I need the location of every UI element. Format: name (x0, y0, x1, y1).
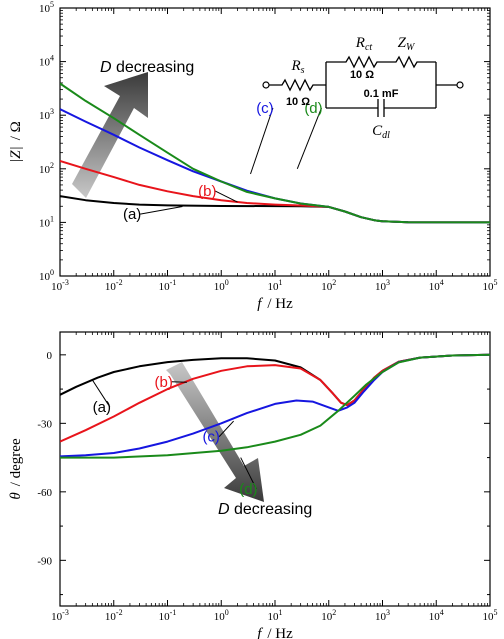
series-label-a: (a) (93, 399, 111, 416)
value-rct: 10 Ω (350, 69, 374, 81)
series-label-d: (d) (239, 481, 257, 498)
value-rs: 10 Ω (286, 96, 310, 108)
x-tick-label: 105 (483, 278, 498, 293)
plot-frame (59, 7, 491, 277)
plot-frame (59, 331, 491, 607)
value-cdl: 0.1 mF (364, 88, 399, 100)
series-label-d: (d) (304, 100, 322, 117)
x-tick-label: 100 (214, 278, 229, 293)
series-leader-b (215, 190, 238, 203)
series-leader-d (240, 457, 257, 490)
x-tick-label: 102 (321, 278, 336, 293)
y-tick-label: 101 (39, 214, 54, 229)
series-label-b: (b) (198, 183, 216, 200)
y-axis-label: θ/ degree (8, 438, 24, 500)
equivalent-circuit: Rs 10 Ω Rct 10 Ω ZW 0.1 mF Cdl (262, 35, 464, 141)
series-label-a: (a) (123, 206, 141, 223)
x-tick-label: 104 (429, 608, 444, 623)
series-line-d (60, 353, 490, 459)
x-tick-label: 10-1 (159, 608, 177, 623)
terminal-left (262, 81, 270, 89)
y-tick-label: -30 (37, 418, 52, 430)
series-leader-c (250, 107, 274, 175)
x-tick-label: 100 (214, 608, 229, 623)
series-label-c: (c) (256, 100, 274, 117)
y-tick-label: 0 (47, 350, 53, 362)
series-line-d (60, 82, 490, 224)
label-rct: Rct (355, 35, 373, 53)
y-tick-label: 103 (39, 107, 54, 122)
label-zw: ZW (398, 35, 416, 53)
series-leader-c (218, 420, 235, 437)
series-leader-a (140, 206, 183, 215)
parallel-rails (325, 62, 437, 108)
trend-arrow-shape (72, 72, 148, 198)
y-tick-label: -60 (37, 487, 52, 499)
y-tick-label: 105 (39, 0, 54, 15)
series-group (60, 353, 490, 459)
trend-annotation: D decreasing (218, 501, 312, 518)
x-tick-label: 10-1 (159, 278, 177, 293)
y-tick-label: 102 (39, 161, 54, 176)
resistor-rct-warburg (326, 55, 436, 69)
series-leader-a (91, 379, 111, 408)
trend-annotation: D decreasing (100, 59, 194, 76)
x-tick-label: 101 (268, 608, 283, 623)
x-tick-label: 103 (375, 278, 390, 293)
x-tick-label: 104 (429, 278, 444, 293)
resistor-rs (269, 78, 326, 92)
y-axis-label: |Z|/ Ω (8, 121, 24, 163)
x-tick-label: 10-2 (105, 608, 123, 623)
label-cdl: Cdl (372, 123, 390, 141)
x-tick-label: 102 (321, 608, 336, 623)
magnitude-panel: 10-3 10-2 10-1 100 101 102 103 104 1051001011021… (8, 0, 498, 312)
series-line-b (60, 353, 490, 443)
label-rs: Rs (290, 58, 304, 76)
phase-panel: 10-3 10-2 10-1 100 101 102 103 104 105 -90 -60 -30 0… (8, 331, 498, 639)
x-tick-label: 10-3 (51, 278, 69, 293)
x-tick-label: 105 (483, 608, 498, 623)
x-tick-label: 10-2 (105, 278, 123, 293)
trend-arrow (166, 362, 264, 502)
x-tick-label: 10-3 (51, 608, 69, 623)
series-label-b: (b) (155, 374, 173, 391)
y-tick-label: 104 (39, 54, 54, 69)
trend-arrow (72, 72, 148, 198)
series-line-a (60, 353, 490, 407)
series-leader-d (296, 107, 322, 169)
x-axis-label: f / Hz (257, 626, 293, 639)
capacitor-cdl (326, 99, 436, 117)
x-axis-label: f / Hz (257, 296, 293, 312)
terminal-right (456, 81, 464, 89)
series-group (60, 82, 490, 224)
y-tick-label: -90 (37, 555, 52, 567)
series-label-c: (c) (202, 429, 220, 446)
trend-arrow-shape (166, 362, 264, 502)
x-tick-label: 103 (375, 608, 390, 623)
x-tick-label: 101 (268, 278, 283, 293)
